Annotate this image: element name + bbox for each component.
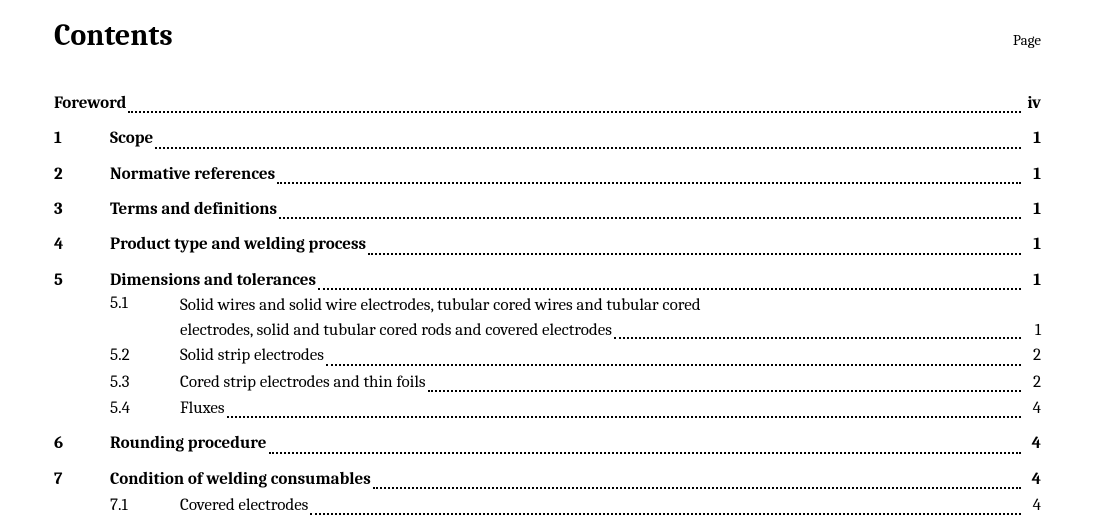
toc-subentry: 5.1 Solid wires and solid wire electrode… — [54, 294, 1041, 343]
toc-sub-number: 7.1 — [110, 493, 180, 519]
toc-entry: 7 Condition of welding consumables 4 — [54, 467, 1041, 493]
toc-entry: 5 Dimensions and tolerances 1 — [54, 268, 1041, 294]
toc-number: 4 — [54, 232, 110, 258]
toc-title: Foreword — [54, 91, 126, 117]
toc-page: 4 — [1023, 467, 1041, 493]
dot-leader — [373, 487, 1021, 489]
toc-title: Normative references — [110, 162, 275, 188]
toc-title: Terms and definitions — [110, 197, 277, 223]
toc-title: Product type and welding process — [110, 232, 366, 258]
toc-sub-title: Covered electrodes — [180, 493, 308, 519]
dot-leader — [128, 111, 1021, 113]
dot-leader — [279, 217, 1021, 219]
toc-page: 1 — [1023, 197, 1041, 223]
contents-heading: Contents — [54, 18, 173, 53]
toc-subentry: 5.4 Fluxes 4 — [54, 396, 1041, 422]
toc-title: Dimensions and tolerances — [110, 268, 316, 294]
toc-page: 2 — [1023, 370, 1041, 396]
toc-page: 1 — [1023, 319, 1041, 344]
toc-page: 1 — [1023, 162, 1041, 188]
page-column-label: Page — [1013, 31, 1041, 49]
toc-entry: 2 Normative references 1 — [54, 162, 1041, 188]
table-of-contents: Foreword iv 1 Scope 1 2 Normative refere… — [54, 91, 1041, 519]
toc-number: 6 — [54, 431, 110, 457]
toc-title: Rounding procedure — [110, 431, 267, 457]
toc-sub-title: Cored strip electrodes and thin foils — [180, 370, 426, 396]
toc-page: 1 — [1023, 268, 1041, 294]
dot-leader — [614, 337, 1021, 339]
toc-entry: 4 Product type and welding process 1 — [54, 232, 1041, 258]
dot-leader — [310, 513, 1021, 515]
toc-sub-number: 5.4 — [110, 396, 180, 422]
dot-leader — [155, 147, 1021, 149]
toc-sub-number: 5.3 — [110, 370, 180, 396]
toc-sub-title: Solid strip electrodes — [180, 343, 324, 369]
toc-number: 3 — [54, 197, 110, 223]
toc-sub-number: 5.2 — [110, 343, 180, 369]
toc-entry: 3 Terms and definitions 1 — [54, 197, 1041, 223]
toc-entry: 6 Rounding procedure 4 — [54, 431, 1041, 457]
toc-title: Condition of welding consumables — [110, 467, 371, 493]
toc-sub-number: 5.1 — [110, 294, 180, 343]
dot-leader — [326, 364, 1021, 366]
toc-page: 4 — [1023, 493, 1041, 519]
toc-page: 4 — [1023, 396, 1041, 422]
toc-subentry: 7.1 Covered electrodes 4 — [54, 493, 1041, 519]
toc-number: 7 — [54, 467, 110, 493]
toc-title: Scope — [110, 126, 153, 152]
toc-sub-title-line2: electrodes, solid and tubular cored rods… — [180, 319, 612, 344]
toc-page: 1 — [1023, 232, 1041, 258]
toc-entry: 1 Scope 1 — [54, 126, 1041, 152]
toc-entry-foreword: Foreword iv — [54, 91, 1041, 117]
toc-number: 2 — [54, 162, 110, 188]
toc-page: 1 — [1023, 126, 1041, 152]
dot-leader — [368, 253, 1021, 255]
dot-leader — [428, 390, 1021, 392]
toc-number: 5 — [54, 268, 110, 294]
dot-leader — [277, 182, 1021, 184]
toc-sub-title-line1: Solid wires and solid wire electrodes, t… — [180, 294, 1041, 319]
dot-leader — [318, 288, 1021, 290]
toc-page: 2 — [1023, 343, 1041, 369]
toc-number: 1 — [54, 126, 110, 152]
toc-page: iv — [1023, 91, 1041, 117]
spacer — [54, 294, 110, 343]
dot-leader — [269, 452, 1022, 454]
toc-subentry: 5.3 Cored strip electrodes and thin foil… — [54, 370, 1041, 396]
toc-page: 4 — [1023, 431, 1041, 457]
dot-leader — [227, 416, 1021, 418]
toc-sub-title: Fluxes — [180, 396, 225, 422]
toc-subentry: 5.2 Solid strip electrodes 2 — [54, 343, 1041, 369]
